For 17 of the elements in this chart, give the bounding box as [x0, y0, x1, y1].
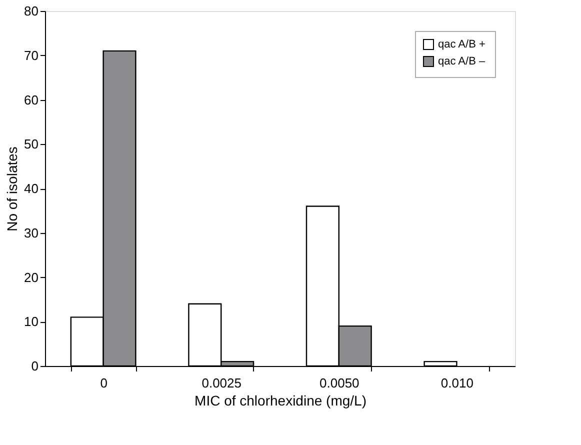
y-tick-label: 80: [24, 4, 38, 18]
legend-label: qac A/B +: [438, 38, 486, 50]
y-tick-label: 40: [24, 181, 38, 196]
y-tick-label: 30: [24, 225, 38, 240]
y-tick-label: 60: [24, 92, 38, 108]
x-axis-title: MIC of chlorhexidine (mg/L): [194, 392, 366, 408]
y-tick-label: 50: [24, 136, 38, 152]
x-tick-label: 0.0025: [202, 376, 242, 390]
y-tick-label: 70: [24, 48, 38, 63]
y-tick-label: 0: [31, 358, 38, 374]
x-tick-label: 0.0050: [320, 376, 360, 390]
y-tick-label: 10: [24, 314, 38, 330]
x-tick-label: 0.010: [440, 376, 474, 390]
legend-label: qac A/B –: [438, 56, 486, 68]
x-tick-label: 0: [100, 376, 108, 390]
y-tick-label: 20: [24, 270, 38, 285]
y-axis-title: No of isolates: [4, 146, 20, 232]
